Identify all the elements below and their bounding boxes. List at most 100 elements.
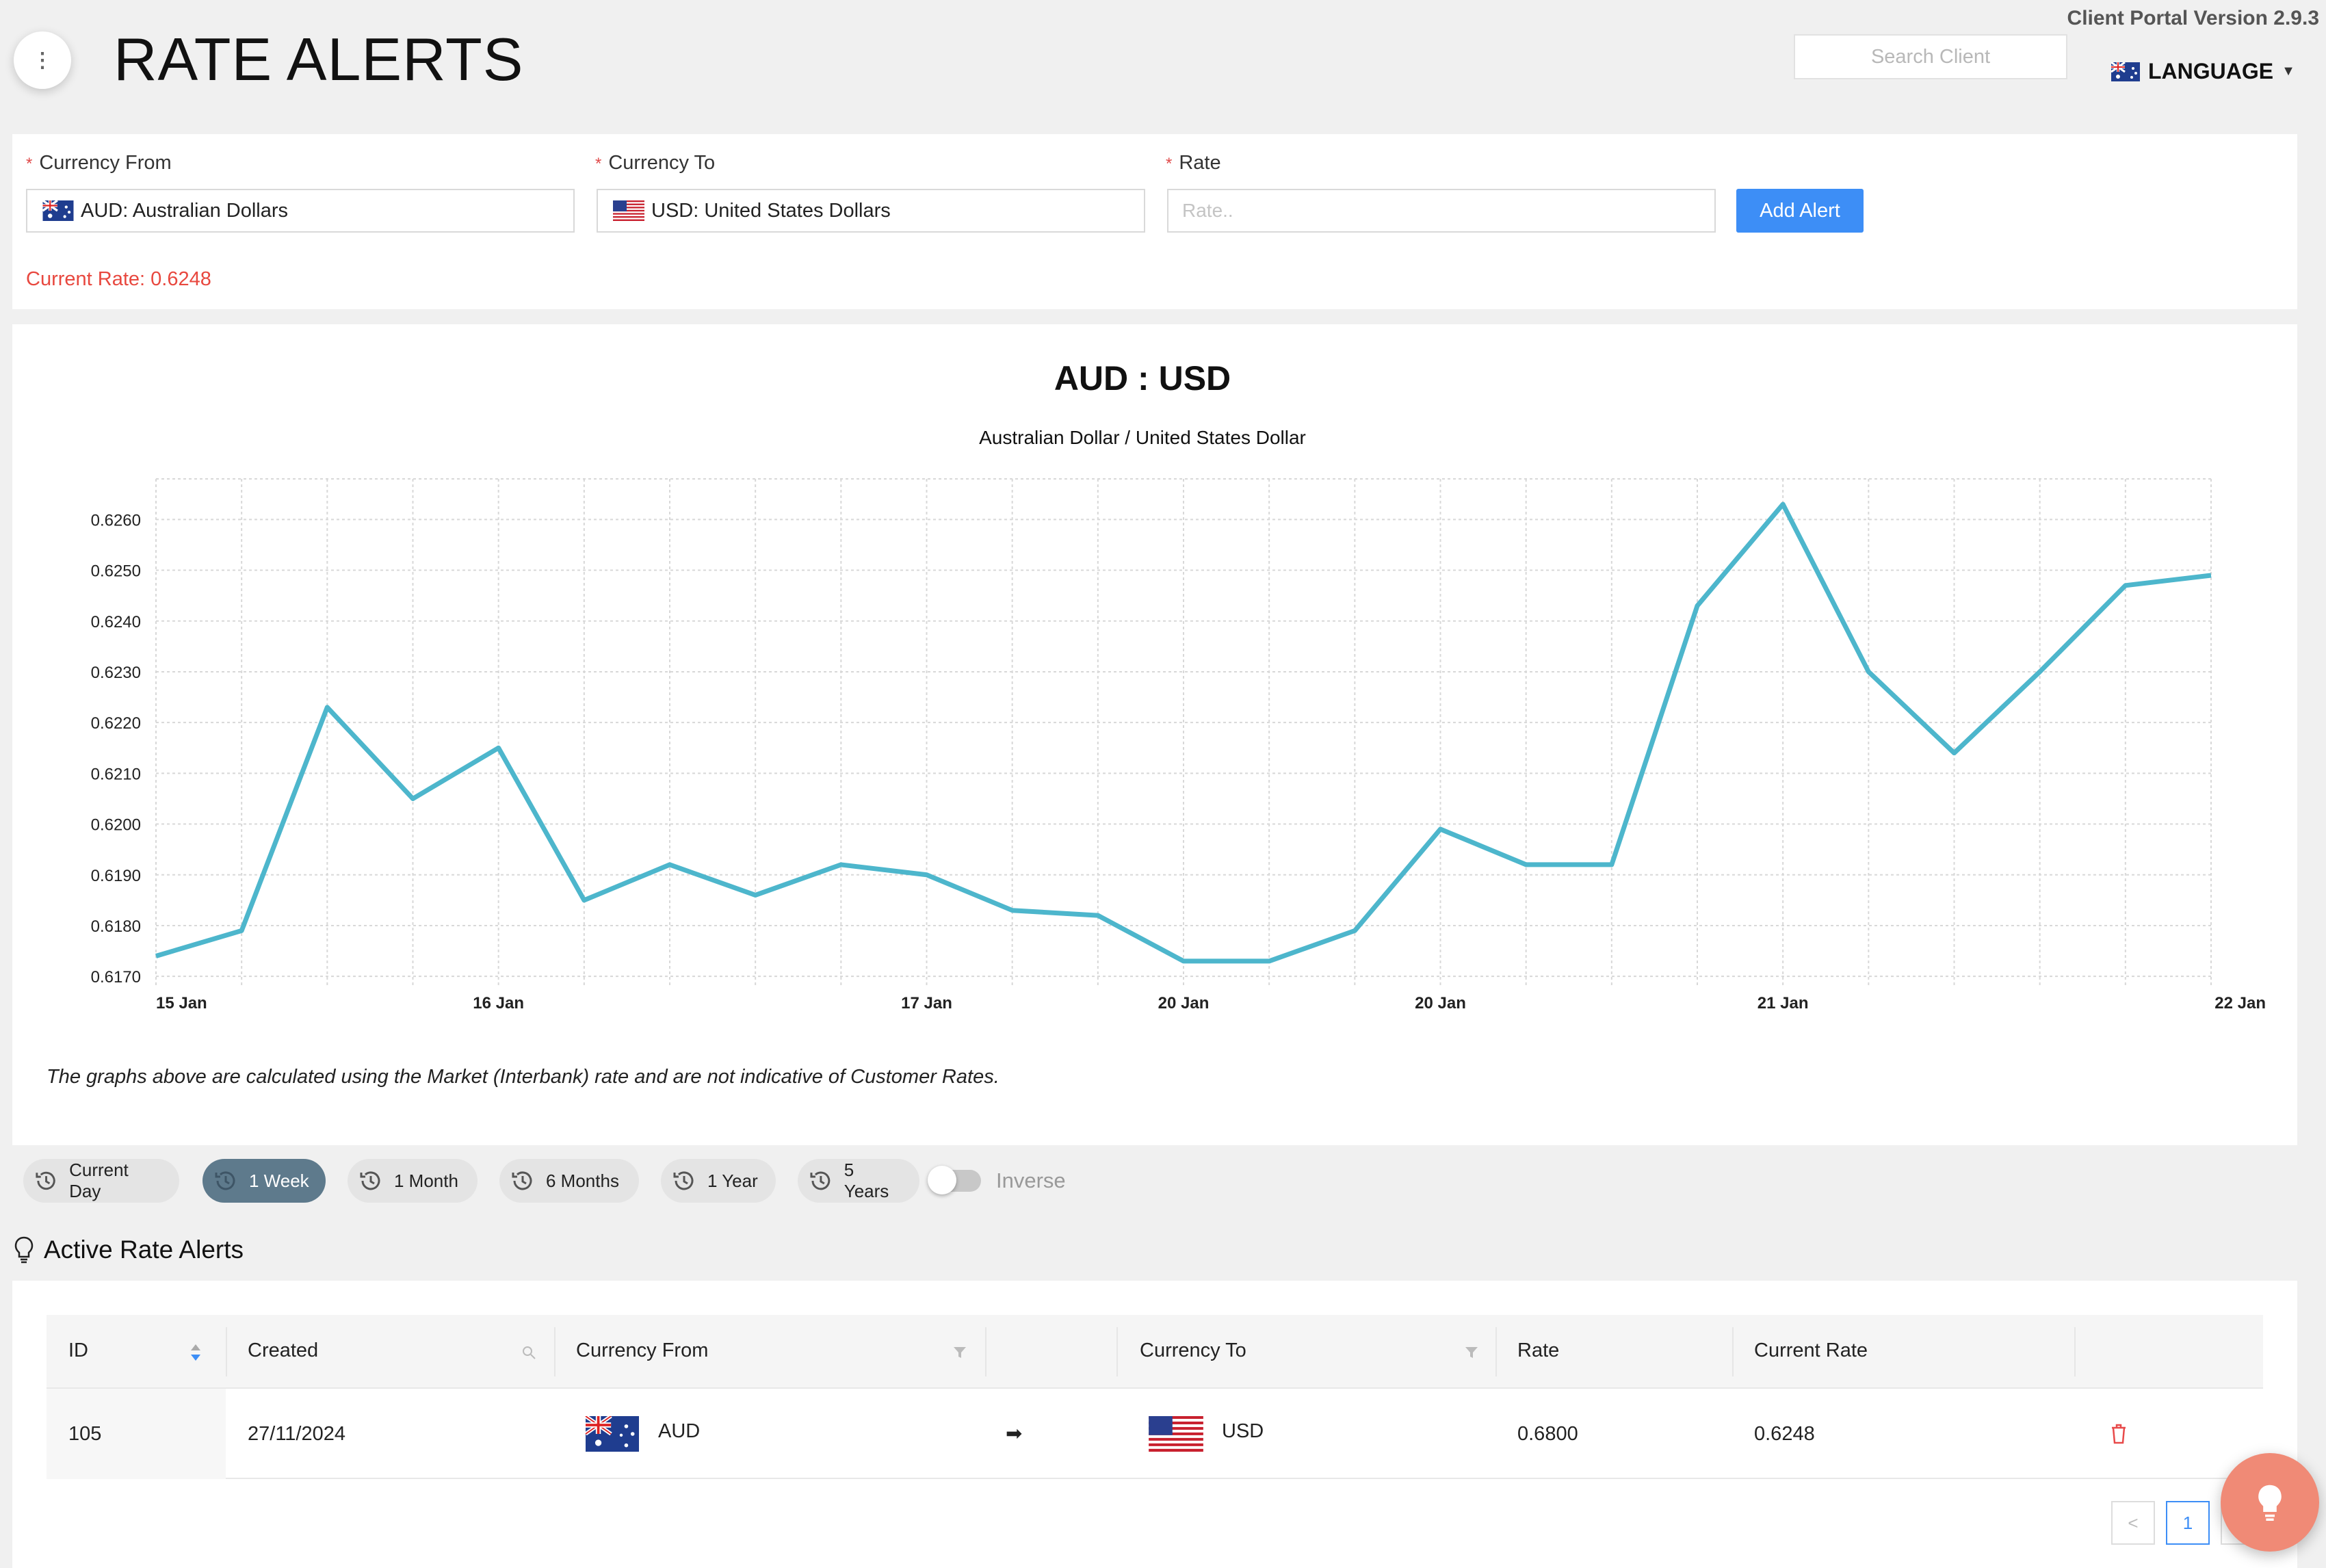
history-icon [810,1171,831,1190]
history-icon [512,1171,532,1190]
chart-subtitle: Australian Dollar / United States Dollar [979,427,1306,448]
au-flag-icon [584,1416,639,1452]
cell-created: 27/11/2024 [248,1423,345,1445]
pagination-page-1[interactable]: 1 [2166,1501,2210,1545]
y-tick-label: 0.6240 [91,613,141,631]
column-divider [1116,1327,1118,1376]
range-button-1-week[interactable]: 1 Week [202,1159,326,1203]
currency-from-select[interactable]: AUD: Australian Dollars [26,189,575,233]
range-button-label: 6 Months [546,1170,619,1191]
chart-disclaimer: The graphs above are calculated using th… [47,1066,999,1088]
au-flag-icon [2111,62,2140,81]
lightbulb-icon [2258,1485,2282,1521]
currency-to-select[interactable]: USD: United States Dollars [597,189,1145,233]
x-tick-label: 20 Jan [1158,994,1210,1012]
rate-input[interactable] [1167,189,1716,233]
active-alerts-heading: Active Rate Alerts [14,1236,244,1264]
cell-rate: 0.6800 [1517,1423,1578,1445]
pagination-prev-button[interactable]: < [2111,1501,2155,1545]
column-divider [1732,1327,1734,1376]
currency-from-label: * Currency From [26,152,172,174]
history-icon [360,1171,380,1190]
id-cell-bg [47,1389,226,1479]
cell-to-currency: USD [1222,1420,1264,1442]
x-tick-label: 21 Jan [1757,994,1809,1012]
range-button-current-day[interactable]: Current Day [23,1159,179,1203]
range-button-label: Current Day [69,1160,129,1201]
column-divider [226,1327,227,1376]
more-vertical-icon: ⋮ [32,49,53,72]
y-tick-label: 0.6180 [91,917,141,936]
lightbulb-fab-button[interactable] [2221,1453,2319,1552]
inverse-toggle-knob[interactable] [928,1166,956,1194]
arrow-right-icon: ➡ [1006,1423,1023,1445]
us-flag-icon [613,200,644,221]
col-created[interactable]: Created [248,1340,319,1361]
x-tick-label: 16 Jan [473,994,524,1012]
y-tick-label: 0.6260 [91,511,141,530]
column-divider [554,1327,556,1376]
col-current-rate: Current Rate [1754,1340,1868,1361]
rate-label: * Rate [1166,152,1221,174]
column-divider [985,1327,986,1376]
x-tick-label: 17 Jan [901,994,952,1012]
col-currency-from[interactable]: Currency From [576,1340,709,1361]
chart-title: AUD : USD [1054,359,1231,397]
col-currency-to[interactable]: Currency To [1140,1340,1246,1361]
menu-button[interactable]: ⋮ [14,31,71,89]
col-rate: Rate [1517,1340,1560,1361]
currency-from-value: AUD: Australian Dollars [81,199,288,222]
currency-to-value: USD: United States Dollars [651,199,891,222]
search-client-input[interactable] [1794,34,2067,79]
language-dropdown[interactable]: LANGUAGE ▼ [2111,59,2295,84]
x-tick-label: 15 Jan [156,994,207,1012]
x-tick-label: 20 Jan [1415,994,1466,1012]
y-tick-label: 0.6210 [91,765,141,783]
range-button-1-month[interactable]: 1 Month [348,1159,478,1203]
page-title: RATE ALERTS [114,25,524,93]
inverse-label: Inverse [996,1168,1066,1192]
range-button-1-year[interactable]: 1 Year [661,1159,776,1203]
cell-id: 105 [68,1423,102,1445]
au-flag-icon [42,200,74,221]
column-divider [1495,1327,1497,1376]
column-divider [2074,1327,2076,1376]
range-button-label: 1 Month [394,1170,458,1191]
active-alerts-title: Active Rate Alerts [44,1236,244,1264]
range-button-label: 1 Week [249,1170,309,1191]
version-label: Client Portal Version 2.9.3 [2067,7,2319,29]
y-tick-label: 0.6190 [91,867,141,885]
range-button-label: 1 Year [707,1170,758,1191]
range-button-5-years[interactable]: 5 Years [798,1159,919,1203]
add-alert-button[interactable]: Add Alert [1736,189,1864,233]
y-tick-label: 0.6200 [91,816,141,835]
col-id[interactable]: ID [68,1340,88,1361]
sort-icon[interactable] [189,1342,202,1363]
range-button-label: 5 Years [844,1160,889,1201]
currency-to-label: * Currency To [595,152,716,174]
series-line [155,501,2212,964]
rate-line-chart: 0.6170 0.6180 0.6190 0.6200 0.6210 0.6220 0.62… [91,478,2266,1012]
search-icon[interactable] [521,1345,536,1360]
chart-panel [12,324,2297,1145]
lightbulb-icon [14,1236,34,1264]
cell-from-currency: AUD [658,1420,701,1442]
us-flag-icon [1149,1416,1203,1452]
history-icon [36,1171,55,1190]
filter-icon[interactable] [952,1345,967,1360]
x-tick-label: 22 Jan [2214,994,2266,1012]
current-rate-text: Current Rate: 0.6248 [26,268,211,290]
range-button-6-months[interactable]: 6 Months [499,1159,639,1203]
table-header [47,1315,2263,1389]
trash-icon[interactable] [2110,1423,2128,1445]
caret-down-icon: ▼ [2282,64,2295,79]
y-tick-label: 0.6230 [91,664,141,682]
y-tick-label: 0.6250 [91,562,141,581]
filter-icon[interactable] [1464,1345,1479,1360]
language-label: LANGUAGE [2148,59,2274,83]
history-icon [215,1171,235,1190]
y-tick-label: 0.6220 [91,714,141,733]
y-tick-label: 0.6170 [91,968,141,986]
history-icon [673,1171,694,1190]
cell-current-rate: 0.6248 [1754,1423,1815,1445]
